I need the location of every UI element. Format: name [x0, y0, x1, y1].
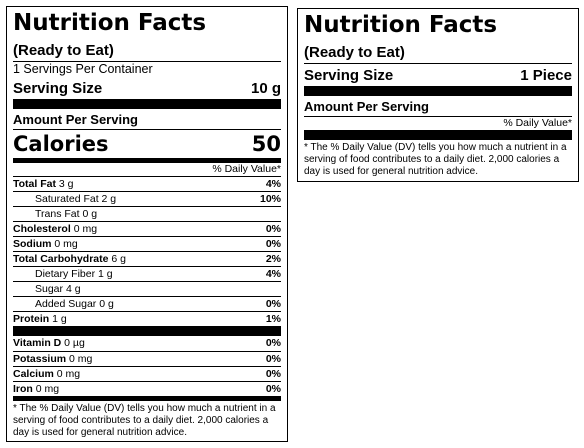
nutrient-daily-value: 0% — [265, 337, 281, 349]
nutrient-name: Potassium — [13, 353, 67, 365]
nutrient-amount: 6 g — [111, 253, 127, 265]
nutrient-amount: 0 g — [99, 298, 114, 310]
nutrient-name-cell: Sugar 4 g — [13, 282, 81, 296]
serving-size-label: Serving Size — [13, 80, 103, 97]
label-subtitle: (Ready to Eat) — [304, 44, 405, 61]
nutrient-row: Iron 0 mg 0% — [13, 381, 281, 396]
serving-size-value: 10 g — [250, 80, 281, 97]
nutrient-amount: 1 g — [52, 313, 67, 325]
nutrient-name-cell: Calcium 0 mg — [13, 367, 80, 381]
servings-per-container: 1 Servings Per Container — [13, 61, 281, 77]
nutrient-amount: 0 g — [82, 208, 98, 220]
nutrient-amount: 2 g — [101, 193, 117, 205]
daily-value-header: % Daily Value* — [503, 117, 572, 129]
nutrient-amount: 0 mg — [73, 223, 98, 235]
nutrient-amount: 0 mg — [56, 368, 81, 380]
nutrient-name-cell: Saturated Fat 2 g — [13, 192, 116, 206]
nutrient-daily-value: 10% — [259, 193, 281, 205]
thick-divider — [304, 86, 572, 96]
nutrient-row: Total Carbohydrate 6 g 2% — [13, 251, 281, 266]
footnote: * The % Daily Value (DV) tells you how m… — [304, 142, 567, 177]
nutrient-row: Protein 1 g 1% — [13, 311, 281, 326]
vitamin-list: Vitamin D 0 µg 0% Potassium 0 mg 0% Calcium … — [13, 336, 281, 396]
nutrient-name-cell: Potassium 0 mg — [13, 352, 92, 366]
nutrient-row: Sodium 0 mg 0% — [13, 236, 281, 251]
serving-size-row: Serving Size 1 Piece — [304, 63, 572, 86]
footnote: * The % Daily Value (DV) tells you how m… — [13, 396, 281, 439]
nutrient-row: Dietary Fiber 1 g 4% — [13, 266, 281, 281]
nutrient-name-cell: Sodium 0 mg — [13, 237, 78, 251]
nutrient-daily-value: 0% — [265, 238, 281, 250]
nutrient-name: Dietary Fiber — [35, 268, 96, 280]
nutrient-daily-value: 0% — [265, 383, 281, 395]
nutrient-name-cell: Protein 1 g — [13, 312, 67, 326]
nutrient-name: Cholesterol — [13, 223, 71, 235]
nutrient-name: Vitamin D — [13, 337, 62, 349]
serving-size-row: Serving Size 10 g — [13, 77, 281, 99]
nutrient-daily-value: 4% — [265, 178, 281, 190]
nutrient-daily-value: 2% — [265, 253, 281, 265]
nutrition-label-short: Nutrition Facts (Ready to Eat) Serving S… — [297, 8, 579, 182]
nutrient-amount: 0 mg — [69, 353, 93, 365]
nutrient-row: Added Sugar 0 g 0% — [13, 296, 281, 311]
nutrient-daily-value: 4% — [265, 268, 281, 280]
nutrient-name-cell: Iron 0 mg — [13, 382, 59, 396]
nutrient-row: Vitamin D 0 µg 0% — [13, 336, 281, 351]
thick-divider — [13, 99, 281, 109]
nutrient-daily-value: 0% — [265, 298, 281, 310]
nutrient-row: Potassium 0 mg 0% — [13, 351, 281, 366]
nutrient-name: Sodium — [13, 238, 52, 250]
nutrient-name: Trans Fat — [35, 208, 80, 220]
nutrient-row: Cholesterol 0 mg 0% — [13, 221, 281, 236]
label-title: Nutrition Facts — [304, 12, 498, 38]
daily-value-header: % Daily Value* — [212, 163, 281, 175]
medium-divider — [13, 158, 281, 163]
nutrient-row: Calcium 0 mg 0% — [13, 366, 281, 381]
nutrient-daily-value: 1% — [265, 313, 281, 325]
amount-per-serving: Amount Per Serving — [13, 112, 138, 127]
nutrient-daily-value: 0% — [265, 353, 281, 365]
calories-value: 50 — [251, 132, 281, 156]
nutrient-daily-value: 0% — [265, 223, 281, 235]
nutrient-name-cell: Added Sugar 0 g — [13, 297, 114, 311]
nutrient-name-cell: Cholesterol 0 mg — [13, 222, 97, 236]
nutrient-name: Total Fat — [13, 178, 56, 190]
nutrient-amount: 0 mg — [35, 383, 60, 395]
amount-per-serving: Amount Per Serving — [304, 99, 429, 114]
nutrient-list: Total Fat 3 g 4% Saturated Fat 2 g 10% Trans… — [13, 176, 281, 326]
nutrient-name-cell: Total Fat 3 g — [13, 177, 74, 191]
nutrient-amount: 1 g — [98, 268, 113, 280]
nutrient-name: Sugar — [35, 283, 64, 295]
nutrient-name-cell: Vitamin D 0 µg — [13, 336, 85, 351]
label-subtitle: (Ready to Eat) — [13, 42, 114, 59]
nutrient-name: Saturated Fat — [35, 193, 99, 205]
serving-size-value: 1 Piece — [520, 67, 572, 84]
nutrient-amount: 0 µg — [64, 337, 85, 349]
nutrient-name-cell: Total Carbohydrate 6 g — [13, 252, 126, 266]
thick-divider — [304, 130, 572, 140]
nutrient-row: Trans Fat 0 g — [13, 206, 281, 221]
label-title: Nutrition Facts — [13, 10, 207, 36]
nutrient-amount: 0 mg — [54, 238, 78, 250]
nutrient-name-cell: Trans Fat 0 g — [13, 207, 97, 221]
calories-label: Calories — [13, 132, 109, 156]
nutrient-name: Protein — [13, 313, 50, 325]
nutrient-row: Total Fat 3 g 4% — [13, 176, 281, 191]
nutrient-amount: 4 g — [65, 283, 81, 295]
nutrient-name: Total Carbohydrate — [13, 253, 109, 265]
nutrient-name: Calcium — [13, 368, 54, 380]
thick-divider — [13, 326, 281, 336]
nutrient-daily-value: 0% — [265, 368, 281, 380]
nutrient-row: Saturated Fat 2 g 10% — [13, 191, 281, 206]
nutrition-label-full: Nutrition Facts (Ready to Eat) 1 Serving… — [6, 6, 288, 442]
calories-row: Calories 50 — [13, 129, 281, 158]
nutrient-name-cell: Dietary Fiber 1 g — [13, 267, 113, 281]
nutrient-amount: 3 g — [58, 178, 74, 190]
nutrient-name: Added Sugar — [35, 298, 97, 310]
nutrient-name: Iron — [13, 383, 33, 395]
nutrient-row: Sugar 4 g — [13, 281, 281, 296]
serving-size-label: Serving Size — [304, 67, 394, 84]
divider — [304, 116, 572, 117]
